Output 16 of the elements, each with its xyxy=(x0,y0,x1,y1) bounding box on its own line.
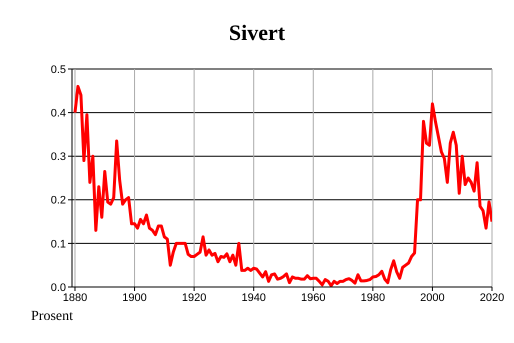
y-tick-label: 0.0 xyxy=(50,282,66,294)
y-tick-label: 0.2 xyxy=(50,194,66,207)
x-tick-label: 1900 xyxy=(122,292,147,304)
y-tick-label: 0.3 xyxy=(50,151,66,164)
x-tick-label: 1880 xyxy=(62,292,88,304)
y-tick-label: 0.4 xyxy=(50,108,66,120)
x-tick-label: 2020 xyxy=(480,292,504,304)
y-axis-title: Prosent xyxy=(31,309,73,325)
chart-title: Sivert xyxy=(228,20,286,46)
x-tick-label: 1920 xyxy=(182,292,206,304)
y-tick-label: 0.5 xyxy=(50,64,66,76)
x-tick-label: 2000 xyxy=(420,292,445,304)
x-tick-label: 1960 xyxy=(301,292,326,304)
x-tick-label: 1940 xyxy=(241,292,266,304)
x-tick-label: 1980 xyxy=(360,292,386,304)
y-tick-label: 0.1 xyxy=(50,238,66,250)
